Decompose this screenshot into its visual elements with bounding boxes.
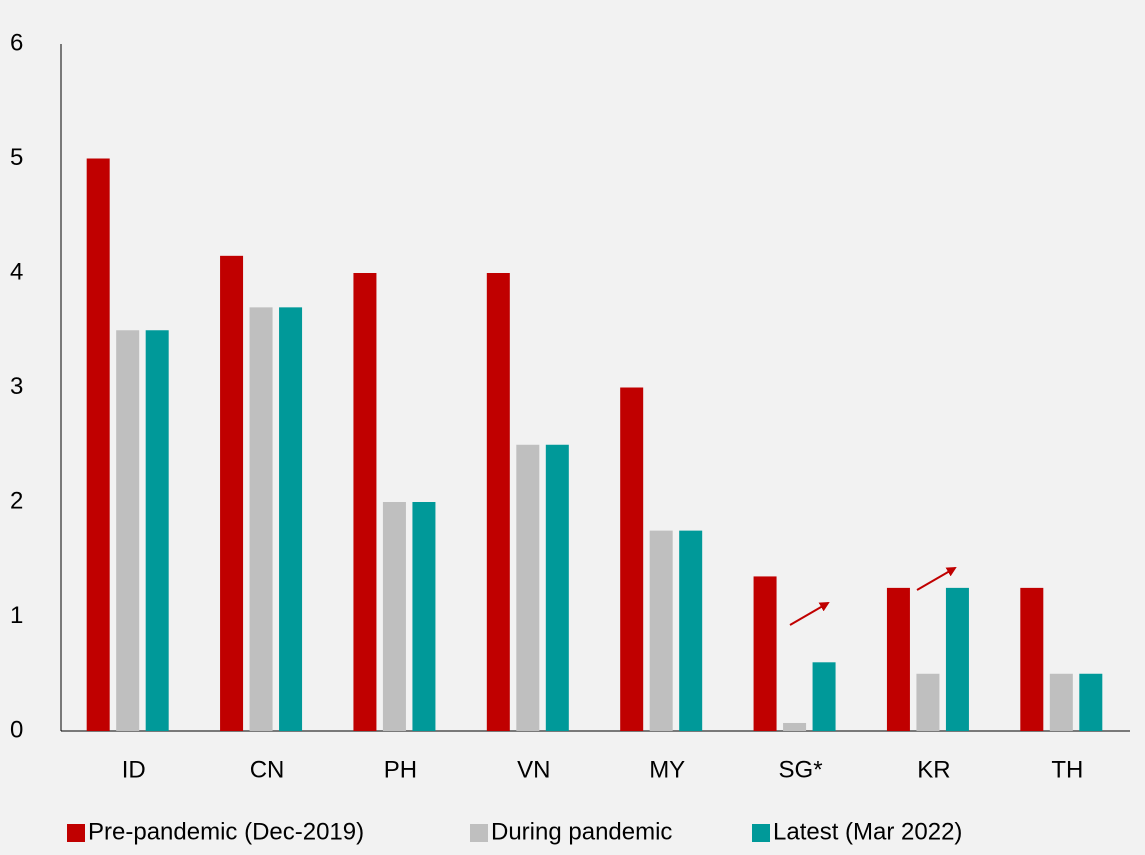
bar: [945, 587, 969, 731]
x-tick-label: CN: [250, 756, 285, 783]
bar: [1049, 673, 1073, 731]
arrow: [916, 566, 957, 591]
bar: [1020, 587, 1044, 731]
bar: [412, 502, 436, 731]
bar: [220, 255, 244, 731]
y-tick-label: 4: [10, 258, 23, 285]
y-tick-label: 6: [10, 29, 23, 56]
bar: [753, 576, 777, 731]
bar: [249, 307, 273, 731]
bar: [382, 502, 406, 731]
legend-swatch: [470, 824, 488, 842]
bar: [486, 273, 510, 731]
bar: [279, 307, 303, 731]
bar: [1079, 673, 1103, 731]
y-tick-label: 2: [10, 487, 23, 514]
legend-label: Pre-pandemic (Dec-2019): [88, 818, 364, 845]
legend-swatch: [752, 824, 770, 842]
arrow: [789, 601, 830, 626]
bar: [116, 330, 140, 731]
x-tick-label: VN: [517, 756, 550, 783]
y-tick-label: 3: [10, 373, 23, 400]
bar: [620, 387, 644, 731]
bar: [812, 662, 836, 731]
x-tick-label: TH: [1051, 756, 1083, 783]
bar: [886, 587, 910, 731]
legend-label: During pandemic: [491, 818, 672, 845]
legend-label: Latest (Mar 2022): [773, 818, 962, 845]
y-tick-label: 0: [10, 716, 23, 743]
x-tick-label: MY: [649, 756, 685, 783]
bar: [783, 722, 807, 731]
y-tick-label: 5: [10, 144, 23, 171]
y-tick-label: 1: [10, 602, 23, 629]
x-tick-label: PH: [384, 756, 417, 783]
bar: [679, 530, 703, 731]
x-tick-label: KR: [917, 756, 950, 783]
legend-swatch: [67, 824, 85, 842]
bar: [86, 158, 110, 731]
bar: [353, 273, 377, 731]
x-tick-label: SG*: [779, 756, 823, 783]
bar: [649, 530, 673, 731]
x-tick-label: ID: [122, 756, 146, 783]
bar: [516, 444, 540, 731]
bar: [916, 673, 940, 731]
bar: [545, 444, 569, 731]
bar: [145, 330, 169, 731]
